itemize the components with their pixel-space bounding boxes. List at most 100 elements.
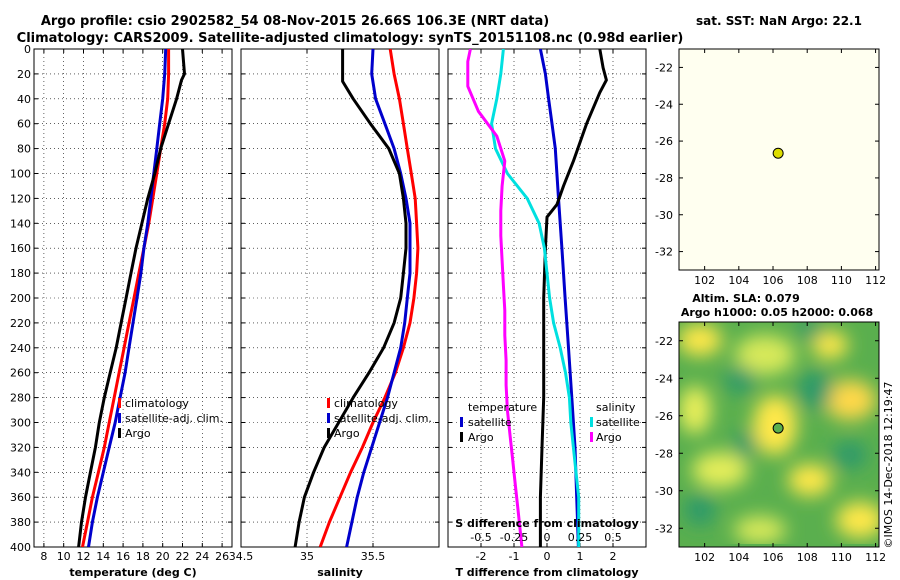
title-line-1: Argo profile: csio 2902582_54 08-Nov-201… [41,14,549,29]
y-tick-label: -28 [655,447,673,460]
y-tick-label: 80 [17,143,31,156]
legend-label: climatology [334,397,398,410]
x-tick-label: 108 [797,551,818,564]
legend-swatch [327,398,330,408]
x-tick-label: 1 [577,550,584,563]
sst-map-title: sat. SST: NaN Argo: 22.1 [696,14,862,28]
legend-title-salinity: salinity [596,401,636,414]
series-line-argo [77,49,186,547]
x-tick-label: 106 [763,551,784,564]
series-line-s-argo [466,49,524,547]
y-tick-label: 180 [10,267,31,280]
legend-label: Argo [125,427,151,440]
s-tick-label: 0.25 [568,531,593,544]
x-tick-label: 102 [694,551,715,564]
credit-text: ©IMOS 14-Dec-2018 12:19:47 [882,382,895,549]
series-line-t-argo [538,49,608,547]
x-tick-label: 35.5 [361,550,386,563]
series-group [293,49,420,547]
y-tick-label: 320 [10,441,31,454]
x-tick-label: 104 [728,274,749,287]
legend-swatch [590,432,593,442]
x-tick-label: 24 [195,550,209,563]
y-tick-label: -30 [655,485,673,498]
legend-title-temperature: temperature [468,401,537,414]
x-tick-label: 18 [136,550,150,563]
legend-label: Argo [334,427,360,440]
x-tick-label: 2 [610,550,617,563]
legend-swatch [118,413,121,423]
y-tick-label: -24 [655,98,673,111]
x-tick-label: -1 [509,550,520,563]
x-tick-label: 106 [763,274,784,287]
sst-map: 102 104 106 108 110 112 -22 -24 -26 -28 -30 -32 [655,48,886,287]
s-tick-label: -0.5 [470,531,491,544]
x-tick-label: 20 [156,550,170,563]
series-line-climatology [318,49,420,547]
x-tick-label: 112 [865,551,886,564]
series-group [466,49,608,547]
y-tick-label: 100 [10,168,31,181]
x-tick-label: 8 [40,550,47,563]
map-frame [678,48,880,271]
legend-swatch [460,417,463,427]
y-tick-label: 280 [10,392,31,405]
legend-label: satellite-adj. clim. [334,412,432,425]
x-tick-label: 10 [57,550,71,563]
difference-panel: -2 -1 0 1 2 T difference from climatology -0.5… [447,48,647,579]
legend-swatch [118,428,121,438]
y-tick-label: -32 [655,522,673,535]
y-tick-label: 120 [10,192,31,205]
y-tick-label: -22 [655,335,673,348]
legend-swatch [327,428,330,438]
legend-label: satellite [596,416,640,429]
y-tick-label: 60 [17,118,31,131]
sla-map: 102 104 106 108 110 112 -22 -24 -26 -28 -30 -32 [655,321,886,564]
legend-label: Argo [468,431,494,444]
s-tick-label: -0.25 [500,531,528,544]
series-line-t-satellite [538,49,580,547]
title-line-2: Climatology: CARS2009. Satellite-adjuste… [17,31,684,46]
y-tick-label: -28 [655,172,673,185]
y-tick-label: -24 [655,372,673,385]
x-tick-label: 14 [96,550,110,563]
argo-position-marker [772,422,784,434]
x-tick-label: 35 [300,550,314,563]
x-axis-label: T difference from climatology [455,566,638,579]
y-tick-label: 380 [10,516,31,529]
map-frame [678,321,880,548]
legend-swatch [460,432,463,442]
series-line-satellite-adj-clim- [87,49,168,547]
x-axis-label: temperature (deg C) [69,566,196,579]
y-tick-label: 400 [10,541,31,554]
y-tick-label: 20 [17,68,31,81]
legend-label: satellite-adj. clim. [125,412,223,425]
temperature-panel: 0 20 40 60 80 100 120 140 160 180 200 220 240 260 280 3… [10,43,233,579]
y-tick-label: 340 [10,466,31,479]
x-tick-label: 0 [544,550,551,563]
x-tick-label: 110 [831,274,852,287]
y-tick-label: 40 [17,93,31,106]
x-tick-label: 34.5 [229,550,254,563]
series-line-argo [293,49,408,547]
x-axis-label: salinity [317,566,363,579]
s-tick-label: 0 [544,531,551,544]
sla-map-title-2: Argo h1000: 0.05 h2000: 0.068 [681,306,873,319]
legend-label: satellite [468,416,512,429]
legend-swatch [118,398,121,408]
x-tick-label: 112 [865,274,886,287]
x-tick-label: 108 [797,274,818,287]
x-tick-label: 26 [215,550,229,563]
y-tick-label: 0 [24,43,31,56]
y-tick-label: 140 [10,217,31,230]
y-tick-label: 300 [10,417,31,430]
y-tick-label: 220 [10,317,31,330]
s-axis-label: S difference from climatology [455,517,639,530]
legend-swatch [327,413,330,423]
y-tick-label: -22 [655,61,673,74]
y-tick-label: 260 [10,367,31,380]
y-tick-label: 240 [10,342,31,355]
x-tick-label: 16 [116,550,130,563]
sla-map-title-1: Altim. SLA: 0.079 [692,292,799,305]
x-tick-label: 110 [831,551,852,564]
